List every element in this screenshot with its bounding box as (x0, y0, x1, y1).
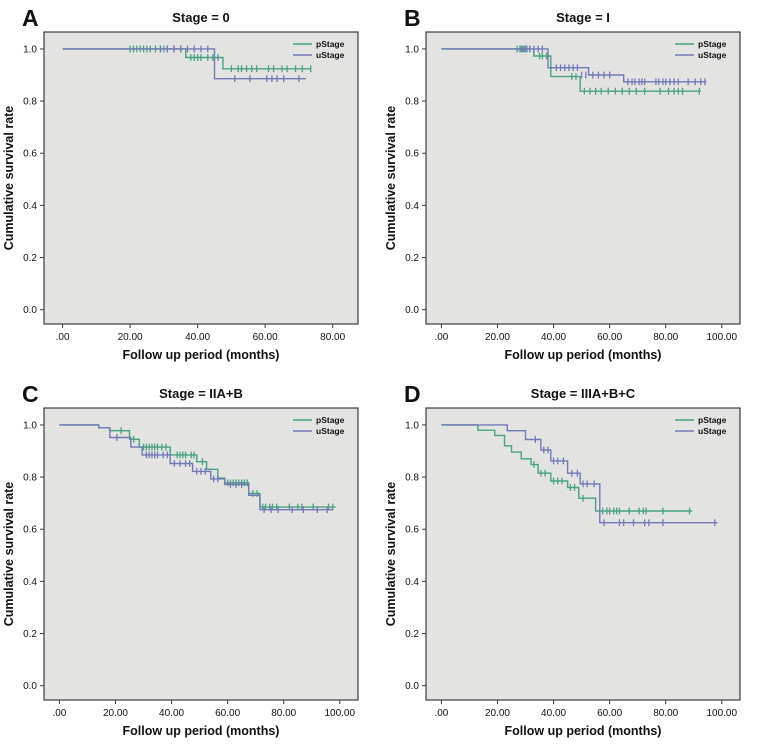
y-tick-label: 0.2 (23, 253, 37, 264)
y-tick-label: 0.6 (23, 525, 37, 536)
survival-curve-ustage (62, 48, 306, 80)
x-tick-label: .00 (434, 332, 448, 343)
legend-label-ustage: uStage (698, 50, 727, 60)
y-tick-label: 0.8 (405, 473, 419, 484)
x-axis-label: Follow up period (months) (505, 724, 662, 738)
x-tick-label: .00 (52, 708, 66, 719)
y-tick-label: 0.0 (405, 305, 419, 316)
y-axis-label: Cumulative survival rate (2, 482, 16, 627)
legend-label-ustage: uStage (316, 50, 345, 60)
x-tick-label: 20.00 (118, 332, 143, 343)
x-tick-label: 60.00 (597, 332, 622, 343)
legend-label-pstage: pStage (698, 415, 727, 425)
legend-label-ustage: uStage (698, 426, 727, 436)
plot-area (425, 407, 741, 701)
x-tick-label: 100.00 (324, 708, 355, 719)
x-tick-label: 40.00 (541, 332, 566, 343)
chart-title: Stage = I (556, 10, 610, 25)
y-tick-label: 1.0 (23, 44, 37, 55)
x-tick-label: 60.00 (215, 708, 240, 719)
x-tick-label: .00 (56, 332, 70, 343)
y-tick-label: 1.0 (405, 420, 419, 431)
x-axis-label: Follow up period (months) (123, 724, 280, 738)
chart-title: Stage = 0 (172, 10, 229, 25)
x-tick-label: 60.00 (597, 708, 622, 719)
panel-b-chart: B Stage = I 0.0 0.2 0.4 0.6 0.8 1.0 .00 20.00 40.0… (384, 5, 741, 362)
x-axis-label: Follow up period (months) (505, 348, 662, 362)
y-tick-label: 0.2 (23, 629, 37, 640)
x-tick-label: 80.00 (271, 708, 296, 719)
x-tick-label: 40.00 (159, 708, 184, 719)
y-tick-label: 0.8 (23, 473, 37, 484)
legend-label-pstage: pStage (316, 39, 345, 49)
y-axis-label: Cumulative survival rate (384, 106, 398, 251)
y-tick-label: 0.4 (405, 577, 419, 588)
y-tick-label: 0.4 (23, 577, 37, 588)
y-tick-label: 0.0 (23, 681, 37, 692)
x-tick-label: 20.00 (103, 708, 128, 719)
panel-a-chart: A Stage = 0 0.0 0.2 0.4 0.6 0.8 1.0 .00 20.00 40.0… (2, 5, 359, 362)
x-tick-label: 20.00 (485, 332, 510, 343)
panel-c-chart: C Stage = IIA+B 0.0 0.2 0.4 0.6 0.8 1.0 .00 20.00… (2, 381, 359, 738)
x-axis-label: Follow up period (months) (123, 348, 280, 362)
panel-letter: B (404, 5, 421, 31)
survival-curve-ustage (59, 424, 333, 511)
y-tick-label: 0.6 (405, 525, 419, 536)
y-tick-label: 0.8 (23, 97, 37, 108)
legend-label-ustage: uStage (316, 426, 345, 436)
panel-letter: C (22, 381, 39, 407)
legend-label-pstage: pStage (316, 415, 345, 425)
y-tick-label: 0.8 (405, 97, 419, 108)
y-tick-label: 0.0 (23, 305, 37, 316)
y-tick-label: 0.0 (405, 681, 419, 692)
y-tick-label: 0.2 (405, 629, 419, 640)
x-tick-label: 60.00 (253, 332, 278, 343)
y-tick-label: 1.0 (23, 420, 37, 431)
x-tick-label: 80.00 (653, 332, 678, 343)
panel-letter: A (22, 5, 39, 31)
survival-curve-ustage (441, 424, 718, 524)
plot-area (425, 31, 741, 325)
panel-letter: D (404, 381, 421, 407)
y-axis-label: Cumulative survival rate (2, 106, 16, 251)
y-tick-label: 1.0 (405, 44, 419, 55)
y-axis-label: Cumulative survival rate (384, 482, 398, 627)
x-tick-label: 80.00 (653, 708, 678, 719)
x-tick-label: 100.00 (706, 708, 737, 719)
plot-area (43, 407, 359, 701)
chart-title: Stage = IIA+B (159, 386, 243, 401)
x-tick-label: 20.00 (485, 708, 510, 719)
legend-label-pstage: pStage (698, 39, 727, 49)
y-tick-label: 0.4 (23, 201, 37, 212)
survival-curve-ustage (441, 48, 707, 83)
x-tick-label: 100.00 (706, 332, 737, 343)
x-tick-label: .00 (434, 708, 448, 719)
x-tick-label: 80.00 (320, 332, 345, 343)
y-tick-label: 0.4 (405, 201, 419, 212)
y-tick-label: 0.2 (405, 253, 419, 264)
x-tick-label: 40.00 (185, 332, 210, 343)
panel-d-chart: D Stage = IIIA+B+C 0.0 0.2 0.4 0.6 0.8 1.0 .00 20… (384, 381, 741, 738)
y-tick-label: 0.6 (405, 149, 419, 160)
survival-curve-pstage (441, 424, 693, 512)
x-tick-label: 40.00 (541, 708, 566, 719)
chart-title: Stage = IIIA+B+C (531, 386, 636, 401)
y-tick-label: 0.6 (23, 149, 37, 160)
plot-area (43, 31, 359, 325)
